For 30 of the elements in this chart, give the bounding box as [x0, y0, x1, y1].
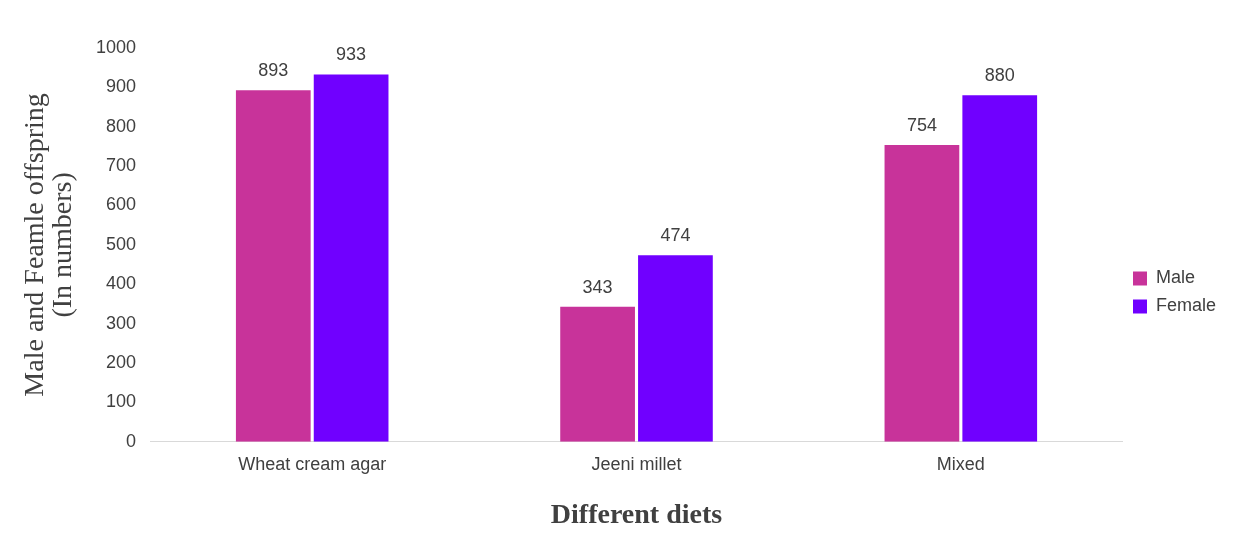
data-label: 933 [336, 44, 367, 65]
y-tick-label: 100 [106, 391, 137, 412]
y-tick-label: 600 [106, 194, 137, 215]
bar [560, 306, 635, 442]
y-tick-label: 300 [106, 312, 137, 333]
bar [884, 144, 960, 442]
y-tick-label: 400 [106, 273, 137, 294]
y-tick-label: 1000 [96, 36, 137, 57]
bar [638, 255, 713, 442]
data-label: 343 [582, 276, 613, 297]
y-tick-label: 0 [126, 430, 137, 451]
x-tick-label: Mixed [936, 453, 985, 474]
data-label: 754 [906, 114, 937, 135]
x-axis-title: Different diets [550, 498, 723, 530]
bar [313, 74, 389, 442]
y-tick-label: 500 [106, 233, 137, 254]
y-tick-label: 900 [106, 76, 137, 97]
bar [235, 90, 311, 442]
y-tick-label: 200 [106, 352, 137, 373]
x-tick-label: Wheat cream agar [238, 453, 387, 474]
x-tick-label: Jeeni millet [591, 453, 682, 474]
y-axis-title: Male and Feamle offspring (In numbers) [18, 93, 78, 397]
bar [962, 95, 1038, 442]
data-label: 880 [984, 65, 1015, 86]
data-label: 893 [258, 60, 289, 81]
data-label: 474 [660, 225, 691, 246]
y-tick-label: 700 [106, 155, 137, 176]
y-tick-label: 800 [106, 115, 137, 136]
legend-label: Male [1155, 267, 1195, 288]
legend-label: Female [1155, 295, 1217, 316]
